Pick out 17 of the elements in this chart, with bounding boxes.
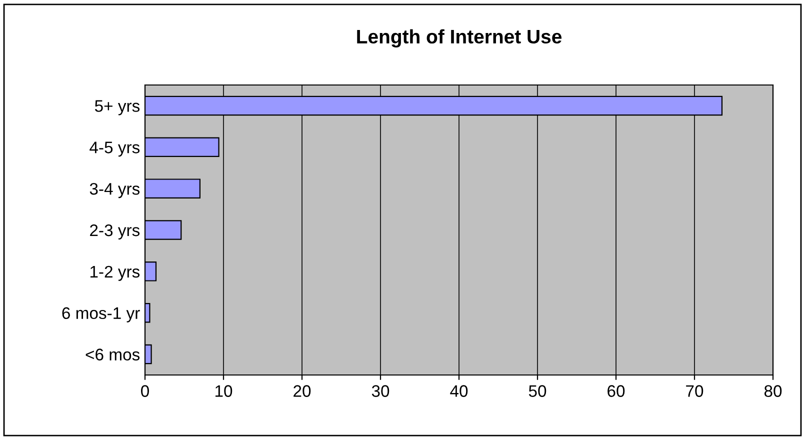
x-tick-label: 50: [528, 385, 546, 397]
x-tick-label: 10: [216, 385, 232, 397]
chart-title: Length of Internet Use: [357, 29, 562, 48]
y-tick-label: 4-5 yrs: [90, 142, 140, 157]
x-tick-label: 60: [608, 385, 625, 397]
x-tick-label: 0: [141, 385, 149, 397]
x-tick-label: 40: [450, 385, 468, 397]
y-tick-label: 5+ yrs: [94, 100, 140, 116]
x-tick-label: 70: [686, 385, 704, 397]
y-tick-label: 3-4 yrs: [90, 182, 140, 198]
y-tick-label: 2-3 yrs: [90, 224, 140, 240]
y-tick-label: 6 mos-1 yr: [62, 307, 140, 322]
y-tick-label: 1-2 yrs: [90, 266, 140, 281]
y-tick-label: <6 mos: [86, 348, 140, 360]
x-tick-label: 20: [294, 385, 311, 397]
x-tick-label: 80: [764, 385, 782, 397]
x-tick-label: 30: [372, 385, 390, 397]
